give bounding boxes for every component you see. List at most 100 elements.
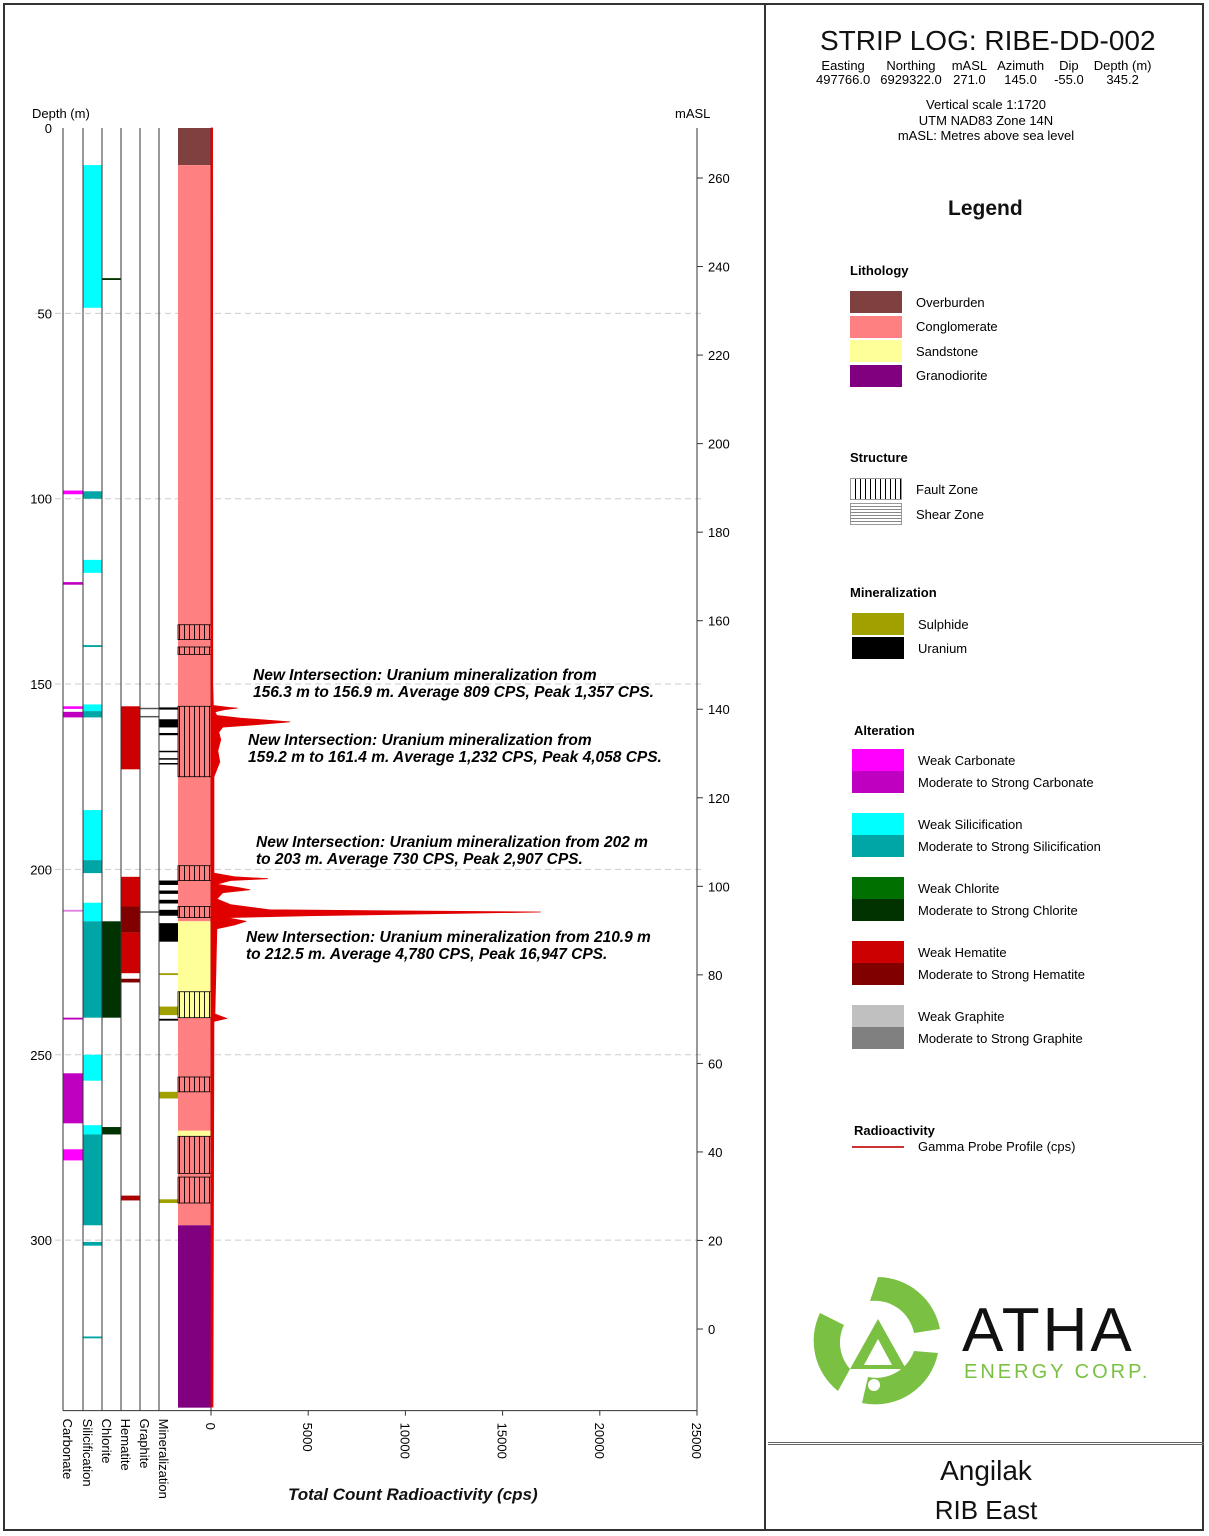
masl-tick-label: 0	[708, 1322, 715, 1337]
mineralization-interval	[159, 719, 178, 728]
annotation-text: to 212.5 m. Average 4,780 CPS, Peak 16,9…	[246, 946, 608, 963]
mineralization-interval	[159, 890, 178, 894]
legend-item: Weak Graphite	[852, 1005, 1004, 1027]
depth-tick-label: 300	[30, 1233, 52, 1248]
silicification-interval	[83, 559, 102, 573]
annotation-3: New Intersection: Uranium mineralization…	[256, 834, 648, 868]
cps-tick-label: 25000	[689, 1423, 704, 1459]
lithology-interval	[178, 165, 211, 922]
depth-tick-label: 150	[30, 677, 52, 692]
info-panel: STRIP LOG: RIBE-DD-002 Easting 497766.0 No…	[764, 5, 1206, 1531]
masl-tick-label: 20	[708, 1233, 722, 1248]
legend-item: Sulphide	[852, 613, 969, 635]
legend-item: Moderate to Strong Carbonate	[852, 771, 1094, 793]
notes: Vertical scale 1:1720 UTM NAD83 Zone 14N…	[766, 97, 1206, 144]
hematite-interval	[121, 706, 140, 770]
legend-swatch	[852, 835, 904, 857]
silicification-interval	[83, 645, 102, 647]
gamma-point	[212, 127, 213, 129]
legend-swatch	[852, 749, 904, 771]
legend-item: Moderate to Strong Hematite	[852, 963, 1085, 985]
gamma-point	[213, 1020, 215, 1022]
graphite-interval	[140, 707, 159, 710]
masl-tick-label: 220	[708, 348, 730, 363]
annotation-text: New Intersection: Uranium mineralization…	[256, 834, 648, 851]
legend-item: Granodiorite	[850, 364, 988, 387]
page-border	[3, 3, 1204, 1531]
project-name: Angilak	[940, 1455, 1032, 1486]
legend-swatch	[850, 315, 902, 338]
depth-tick-label: 200	[30, 862, 52, 877]
fault-zone	[177, 705, 212, 778]
legend-section-title: Lithology	[850, 263, 909, 278]
gamma-point	[239, 887, 241, 889]
legend-label: Shear Zone	[916, 506, 984, 522]
gamma-point	[230, 904, 231, 906]
field-value: -55.0	[1054, 72, 1084, 87]
column-label: Chlorite	[99, 1419, 114, 1464]
annotation-1: New Intersection: Uranium mineralization…	[253, 667, 654, 701]
gamma-profile	[210, 127, 541, 1408]
graphite-interval	[140, 911, 159, 913]
lithology-interval	[178, 1017, 211, 1131]
silicification-interval	[83, 1054, 102, 1081]
silicification-interval	[83, 921, 102, 1018]
gamma-point	[219, 761, 221, 763]
masl-tick-label: 40	[708, 1145, 722, 1160]
collar-field: mASL 271.0	[952, 59, 987, 87]
fault-zone	[177, 1176, 212, 1204]
legend-section-title: Mineralization	[850, 585, 937, 600]
gamma-point	[216, 883, 218, 885]
annotation-text: New Intersection: Uranium mineralization…	[248, 732, 592, 749]
legend-section-title: Structure	[850, 450, 908, 465]
mineralization-interval	[159, 763, 178, 765]
chlorite-interval	[102, 921, 121, 1018]
field-label: Azimuth	[997, 58, 1045, 73]
legend-swatch	[852, 613, 904, 635]
fault-zone	[177, 624, 212, 640]
lithology-interval	[178, 1130, 211, 1137]
silicification-interval	[83, 810, 102, 861]
chlorite-interval	[102, 1127, 121, 1135]
cps-tick-label: 15000	[495, 1423, 510, 1459]
annotation-text: 159.2 m to 161.4 m. Average 1,232 CPS, P…	[248, 749, 662, 766]
legend-item: Shear Zone	[850, 503, 984, 525]
legend-item: Overburden	[850, 291, 985, 313]
annotation-text: New Intersection: Uranium mineralization…	[253, 667, 597, 684]
cps-tick-label: 0	[203, 1423, 218, 1430]
legend-swatch	[852, 1145, 904, 1148]
mineralization-interval	[159, 1006, 178, 1016]
legend-swatch	[850, 503, 902, 525]
legend-label: Weak Chlorite	[918, 880, 1000, 896]
mineralization-interval	[159, 1018, 178, 1021]
legend-swatch	[850, 340, 902, 362]
legend-label: Moderate to Strong Hematite	[918, 966, 1085, 982]
gamma-point	[213, 872, 215, 874]
mineralization-interval	[159, 707, 178, 710]
note-scale: Vertical scale 1:1720	[926, 97, 1046, 112]
depth-axis-label: Depth (m)	[32, 106, 90, 121]
legend-label: Weak Graphite	[918, 1008, 1005, 1024]
masl-tick-label: 60	[708, 1056, 722, 1071]
carbonate-interval	[63, 582, 83, 585]
legend-label: Weak Hematite	[918, 944, 1007, 960]
gamma-point	[216, 715, 218, 716]
gamma-point	[233, 876, 235, 878]
legend-label: Moderate to Strong Carbonate	[918, 774, 1094, 790]
masl-tick-label: 120	[708, 791, 730, 806]
silicification-interval	[83, 1125, 102, 1135]
depth-tick-label: 100	[30, 492, 52, 507]
field-value: 145.0	[1004, 72, 1037, 87]
legend-swatch	[852, 877, 904, 899]
legend-item: Moderate to Strong Silicification	[852, 835, 1101, 857]
gamma-point	[307, 915, 309, 917]
cps-tick-label: 5000	[300, 1423, 315, 1452]
annotation-2: New Intersection: Uranium mineralization…	[248, 732, 662, 766]
legend-item: Moderate to Strong Chlorite	[852, 899, 1078, 921]
cps-tick-label: 10000	[397, 1423, 412, 1459]
gamma-point	[228, 707, 229, 708]
fault-zone	[177, 906, 212, 918]
legend-swatch	[852, 771, 904, 793]
mineralization-interval	[159, 750, 178, 753]
area-name: RIB East	[934, 1495, 1038, 1525]
